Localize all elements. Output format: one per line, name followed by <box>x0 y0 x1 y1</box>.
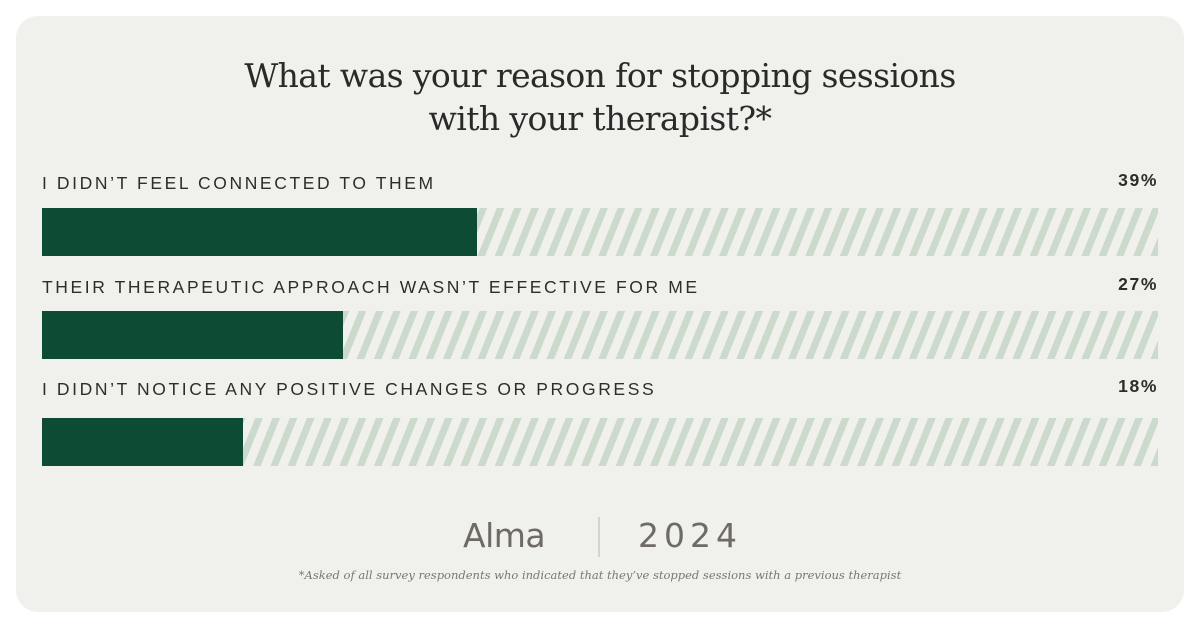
bar-fill <box>42 311 344 359</box>
brand-logo: Alma <box>463 516 546 555</box>
bar-fill <box>42 208 478 256</box>
bar-fill <box>42 418 243 466</box>
row-value: 27% <box>1118 274 1158 294</box>
footer-divider <box>598 517 600 557</box>
bar-track <box>42 208 1158 256</box>
row-value: 39% <box>1118 170 1158 190</box>
title-line-2: with your therapist?* <box>428 99 772 138</box>
bar-track <box>42 311 1158 359</box>
row-label: I DIDN’T NOTICE ANY POSITIVE CHANGES OR … <box>42 379 657 399</box>
row-label: THEIR THERAPEUTIC APPROACH WASN’T EFFECT… <box>42 277 700 297</box>
year-label: 2024 <box>638 516 742 555</box>
row-label: I DIDN’T FEEL CONNECTED TO THEM <box>42 173 436 193</box>
title-line-1: What was your reason for stopping sessio… <box>244 56 956 95</box>
row-value: 18% <box>1118 376 1158 396</box>
footnote: *Asked of all survey respondents who ind… <box>298 568 902 582</box>
chart-title: What was your reason for stopping sessio… <box>0 54 1200 140</box>
bar-track <box>42 418 1158 466</box>
